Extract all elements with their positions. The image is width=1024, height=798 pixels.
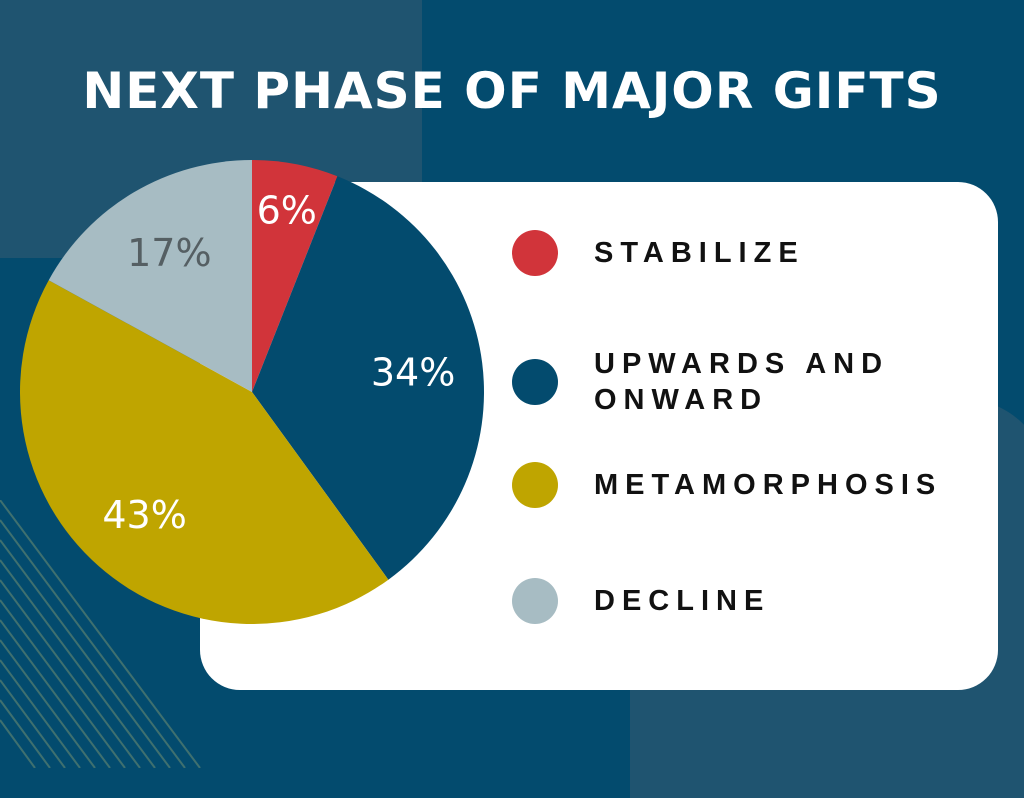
pie-data-label: 17% [127,231,211,275]
legend-item: UPWARDS AND ONWARD [512,346,934,418]
legend-item: STABILIZE [512,230,994,276]
pie-data-label: 43% [102,493,186,537]
legend-swatch [512,462,558,508]
pie-data-label: 34% [371,351,455,395]
legend-swatch [512,230,558,276]
pie-slice-metamorphosis [20,280,389,624]
pie-data-label: 6% [257,189,317,233]
legend-label: STABILIZE [594,237,805,269]
pie-slice-decline [48,160,252,392]
legend-item: DECLINE [512,578,994,624]
pie-slice-stabilize [252,160,338,392]
legend-label: UPWARDS AND ONWARD [594,348,890,416]
decorative-stripes [0,500,201,768]
legend-item: METAMORPHOSIS [512,462,994,508]
pie-slice-upwards-and-onward [252,176,485,580]
legend-swatch [512,359,558,405]
legend-label: METAMORPHOSIS [594,469,943,501]
pie-chart: 6% 34% 43% 17% [20,160,485,624]
legend-label: DECLINE [594,585,771,617]
legend-swatch [512,578,558,624]
chart-title: NEXT PHASE OF MAJOR GIFTS [82,62,942,120]
